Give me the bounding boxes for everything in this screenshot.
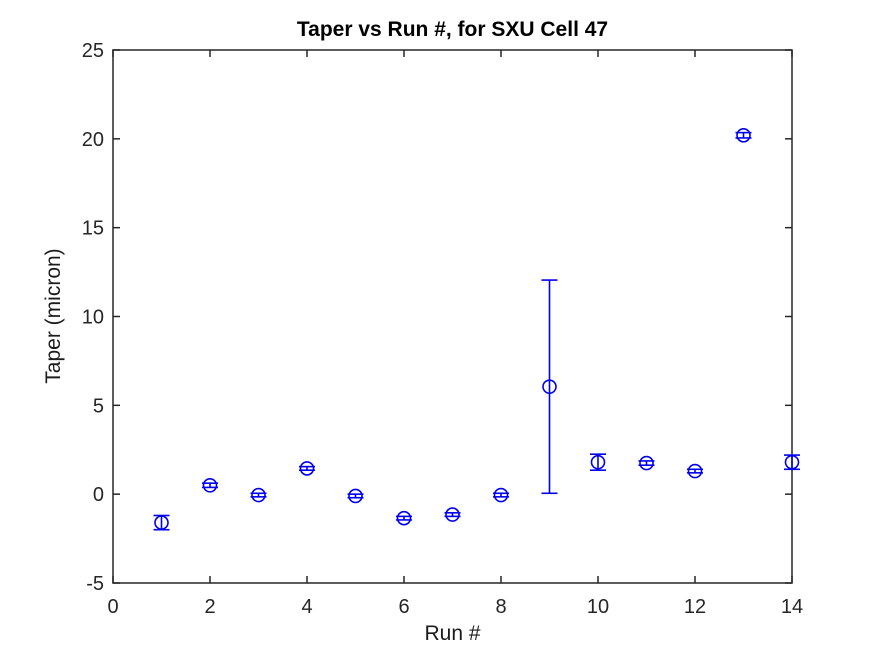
data-point-run-5 <box>348 488 363 504</box>
y-tick-label: 15 <box>82 218 104 240</box>
x-tick-label: 10 <box>587 596 609 618</box>
x-tick-label: 14 <box>781 596 803 618</box>
errorbar-run-8 <box>493 492 509 498</box>
y-tick-label: 5 <box>93 395 104 417</box>
data-point-run-4 <box>299 461 315 476</box>
x-tick-label: 8 <box>495 596 506 618</box>
x-tick-label: 4 <box>301 596 312 618</box>
y-axis-ticks: -5 0 5 10 15 20 25 <box>82 40 792 595</box>
y-tick-label: 20 <box>82 129 104 151</box>
data-point-run-9 <box>542 379 557 394</box>
errorbar-run-4 <box>299 465 315 471</box>
errorbar-run-12 <box>687 468 703 474</box>
errorbar-run-5 <box>347 493 364 499</box>
errorbar-run-9 <box>541 279 558 495</box>
data-point-run-14 <box>784 454 800 470</box>
errorbar-run-6 <box>396 515 412 521</box>
data-point-run-13 <box>736 127 751 143</box>
x-axis-ticks: 0 2 4 6 8 10 12 14 <box>107 50 803 618</box>
data-point-run-3 <box>251 487 266 503</box>
x-tick-label: 0 <box>107 596 118 618</box>
data-point-run-10 <box>590 454 606 470</box>
errorbar-run-3 <box>250 492 267 498</box>
x-axis-label: Run # <box>424 622 481 645</box>
errorbar-run-14 <box>784 454 800 471</box>
data-point-run-6 <box>396 510 412 526</box>
x-tick-label: 6 <box>398 596 409 618</box>
errorbar-run-10 <box>590 453 606 471</box>
series-Taper <box>153 127 800 531</box>
y-tick-label: -5 <box>86 573 104 595</box>
data-point-run-12 <box>687 463 703 479</box>
y-axis-label: Taper (micron) <box>42 248 65 384</box>
y-tick-label: 25 <box>82 40 104 62</box>
data-point-run-7 <box>445 507 460 522</box>
y-tick-label: 10 <box>82 307 104 329</box>
data-point-run-11 <box>639 455 654 471</box>
x-tick-label: 2 <box>204 596 215 618</box>
y-tick-label: 0 <box>93 484 104 506</box>
data-point-run-1 <box>154 515 169 530</box>
errorbar-run-1 <box>153 514 170 531</box>
data-point-run-2 <box>202 477 218 493</box>
errorbar-run-7 <box>444 512 461 518</box>
chart-title: Taper vs Run #, for SXU Cell 47 <box>296 18 609 41</box>
data-point-run-8 <box>493 487 509 503</box>
x-tick-label: 12 <box>684 596 706 618</box>
plot-box <box>112 49 793 584</box>
